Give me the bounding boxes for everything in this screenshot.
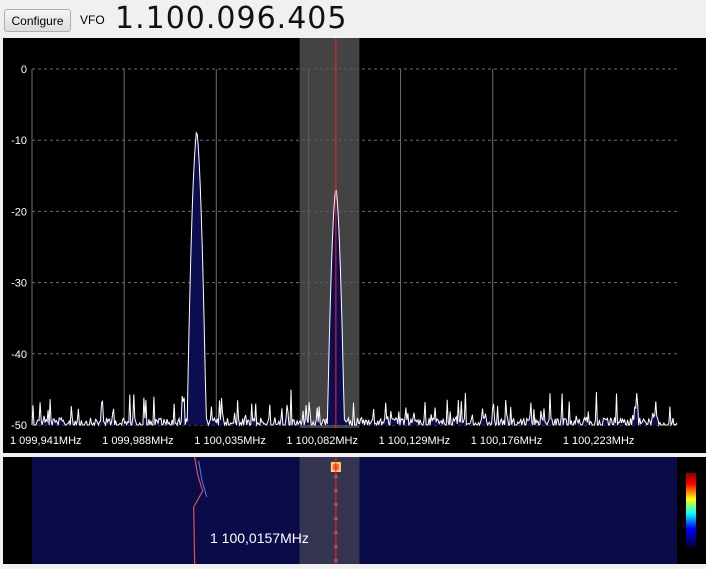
x-tick-label: 1 100,176MHz — [471, 435, 543, 447]
x-tick-label: 1 099,941MHz — [10, 435, 82, 447]
waterfall-trace-1b — [198, 460, 208, 498]
y-tick-label: 0 — [21, 64, 27, 76]
x-tick-label: 1 100,035MHz — [194, 435, 266, 447]
waterfall-display[interactable]: 1 100,0157MHz — [3, 456, 706, 565]
x-tick-label: 1 099,988MHz — [102, 435, 174, 447]
x-tick-label: 1 100,129MHz — [379, 435, 451, 447]
y-tick-label: -20 — [11, 206, 27, 218]
configure-button[interactable]: Configure — [4, 9, 71, 32]
spectrum-trace — [31, 131, 678, 427]
toolbar: Configure VFO 1.100.096.405 — [0, 0, 706, 38]
hover-frequency-label: 1 100,0157MHz — [210, 530, 309, 546]
waterfall-filter-band — [299, 457, 360, 564]
y-axis-ticks: 0 -10 -20 -30 -40 -50 — [11, 64, 27, 432]
y-tick-label: -30 — [11, 278, 27, 290]
y-tick-label: -40 — [11, 349, 27, 361]
vfo-label: VFO — [80, 13, 105, 27]
spectrum-trace-fill — [32, 132, 677, 426]
waterfall-trace-1 — [193, 456, 204, 565]
vfo-frequency-display[interactable]: 1.100.096.405 — [115, 1, 348, 36]
y-tick-label: -50 — [11, 420, 27, 432]
spectrum-analyzer[interactable]: 0 -10 -20 -30 -40 -50 1 099,941MHz 1 099,988MH… — [3, 38, 706, 453]
x-axis-ticks: 1 099,941MHz 1 099,988MHz 1 100,035MHz 1 10… — [10, 435, 634, 447]
spectrum-plot[interactable]: 0 -10 -20 -30 -40 -50 1 099,941MHz 1 099,988MH… — [3, 38, 706, 453]
x-tick-label: 1 100,082MHz — [286, 435, 358, 447]
color-scale-bar — [686, 473, 696, 547]
y-tick-label: -10 — [11, 135, 27, 147]
x-tick-label: 1 100,223MHz — [563, 435, 635, 447]
waterfall-plot[interactable]: 1 100,0157MHz — [3, 456, 706, 565]
